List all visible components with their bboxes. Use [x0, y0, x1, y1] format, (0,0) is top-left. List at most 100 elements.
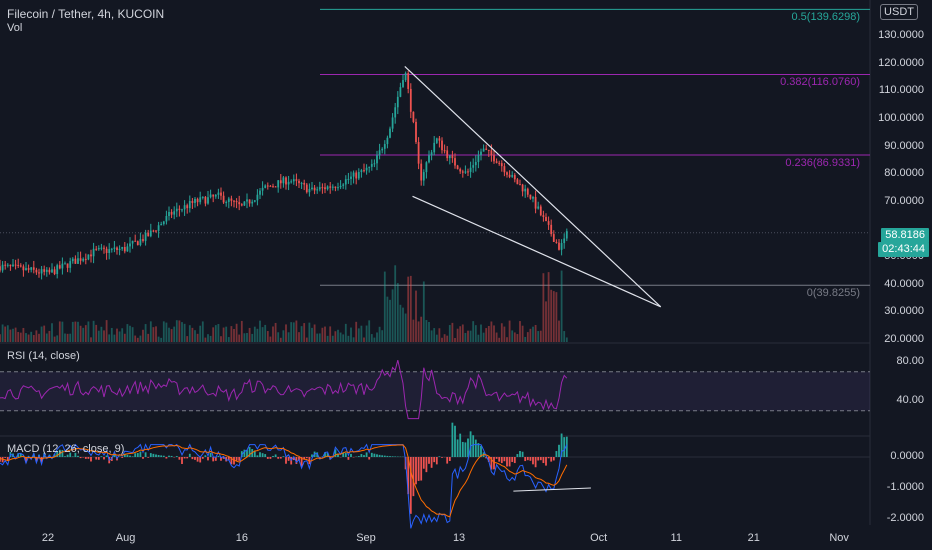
volume-bar: [175, 320, 178, 342]
candle: [175, 208, 178, 212]
candle: [266, 185, 269, 187]
candle: [191, 201, 194, 203]
candle: [508, 174, 511, 177]
candle: [162, 221, 165, 224]
macd-histogram-bar: [386, 455, 389, 457]
volume-bar: [352, 337, 355, 342]
volume-bar: [149, 321, 152, 342]
volume-bar: [261, 327, 264, 342]
volume-bar: [188, 325, 191, 342]
macd-histogram-bar: [495, 457, 498, 459]
candle: [467, 171, 469, 173]
volume-bar: [485, 328, 488, 342]
macd-histogram-bar: [298, 457, 300, 461]
macd-histogram-bar: [199, 457, 202, 463]
candle: [480, 151, 482, 156]
macd-histogram-bar: [539, 457, 542, 461]
volume-bar: [441, 337, 443, 342]
volume-bar: [79, 325, 82, 342]
candle: [97, 248, 100, 250]
macd-histogram-bar: [506, 457, 508, 467]
volume-bar: [503, 326, 506, 342]
candle: [347, 178, 350, 180]
volume-bar: [168, 327, 170, 342]
volume-bar: [417, 321, 420, 342]
volume-bar: [27, 334, 30, 342]
macd-histogram-bar: [209, 452, 212, 457]
macd-histogram-bar: [308, 457, 311, 465]
volume-bar: [420, 316, 423, 342]
candle: [396, 96, 399, 108]
macd-histogram-bar: [272, 455, 274, 457]
candle: [391, 117, 394, 129]
candle: [142, 239, 144, 241]
macd-histogram-bar: [490, 457, 493, 470]
volume-bar: [318, 333, 321, 342]
volume-bar: [521, 325, 524, 342]
candle: [285, 177, 287, 185]
volume-bar: [30, 331, 33, 342]
volume-bar: [113, 334, 116, 342]
candle: [217, 192, 220, 195]
volume-bar: [493, 325, 495, 342]
candle: [230, 198, 233, 201]
macd-histogram-bar: [420, 457, 423, 481]
macd-histogram-bar: [253, 450, 256, 457]
candle: [43, 269, 46, 272]
volume-bar: [311, 327, 313, 342]
candle: [438, 138, 441, 141]
macd-histogram-bar: [347, 457, 350, 460]
macd-histogram-bar: [175, 456, 178, 457]
macd-histogram-bar: [25, 457, 27, 463]
volume-bar: [142, 329, 144, 342]
macd-histogram-bar: [147, 457, 150, 458]
volume-bar: [360, 325, 363, 342]
volume-bar: [157, 336, 160, 342]
candle: [14, 264, 17, 266]
volume-bar: [422, 281, 425, 342]
rsi-tick: 80.00: [896, 355, 924, 367]
candle: [152, 230, 155, 232]
macd-histogram-bar: [376, 454, 378, 457]
candle: [355, 172, 358, 179]
candle: [1, 264, 4, 271]
macd-histogram-bar: [542, 457, 545, 464]
volume-bar: [399, 304, 402, 342]
volume-bar: [365, 325, 368, 342]
macd-histogram-bar: [69, 452, 72, 457]
volume-bar: [396, 283, 399, 342]
volume-bar: [542, 273, 545, 342]
volume-bar: [409, 275, 412, 342]
volume-bar: [139, 335, 142, 342]
candle: [532, 196, 534, 199]
volume-bar: [547, 272, 550, 342]
volume-bar: [386, 296, 389, 342]
candle: [386, 137, 389, 145]
candle: [487, 149, 490, 151]
volume-bar: [472, 321, 475, 342]
volume-bar: [235, 323, 238, 342]
volume-bar: [152, 327, 155, 342]
macd-histogram-bar: [19, 453, 22, 457]
candle: [82, 258, 85, 261]
macd-histogram-bar: [248, 447, 251, 457]
time-tick: 21: [747, 532, 760, 544]
macd-histogram-bar: [256, 455, 259, 457]
volume-bar: [316, 333, 319, 342]
currency-selector[interactable]: USDT: [880, 4, 918, 20]
candle: [144, 232, 147, 241]
volume-bar: [217, 324, 220, 342]
macd-histogram-bar: [485, 457, 488, 459]
macd-histogram-bar: [337, 453, 339, 457]
volume-bar: [243, 333, 246, 342]
volume-bar: [448, 325, 451, 342]
candle: [32, 267, 35, 270]
macd-histogram-bar: [477, 443, 480, 457]
volume-bar: [378, 326, 381, 342]
candle: [4, 264, 7, 266]
volume-bar: [196, 333, 199, 342]
volume-bar: [40, 326, 43, 342]
volume-bar: [240, 320, 243, 342]
macd-histogram-bar: [451, 422, 454, 457]
